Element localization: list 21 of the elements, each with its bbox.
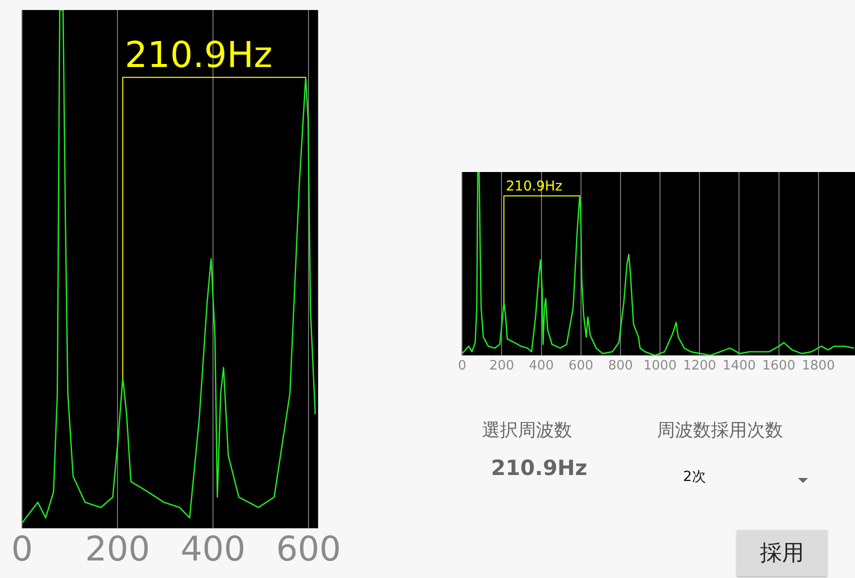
text: 2次 bbox=[683, 468, 706, 486]
x-tick-label: 800 bbox=[608, 358, 633, 374]
ref-line-label: 210.9Hz bbox=[124, 34, 272, 76]
x-tick-label: 1800 bbox=[802, 358, 835, 374]
text: 周波数採用次数 bbox=[657, 419, 783, 442]
x-tick-label: 200 bbox=[489, 358, 514, 374]
ref-line-label: 210.9Hz bbox=[506, 178, 562, 195]
x-tick-label: 200 bbox=[85, 529, 150, 570]
x-tick-label: 600 bbox=[568, 358, 594, 374]
x-tick-label: 400 bbox=[180, 529, 246, 570]
x-tick-label: 1600 bbox=[762, 358, 796, 374]
x-tick-label: 600 bbox=[276, 529, 342, 570]
x-tick-label: 400 bbox=[528, 358, 554, 374]
x-tick-label: 1200 bbox=[683, 358, 716, 374]
text: 採用 bbox=[737, 530, 827, 576]
x-tick-label: 1000 bbox=[644, 358, 677, 374]
x-tick-label: 1400 bbox=[722, 358, 756, 374]
x-tick-label: 0 bbox=[458, 358, 466, 374]
text: 選択周波数 bbox=[482, 419, 572, 442]
text: 210.9Hz bbox=[491, 456, 588, 480]
x-tick-label: 0 bbox=[11, 529, 33, 570]
